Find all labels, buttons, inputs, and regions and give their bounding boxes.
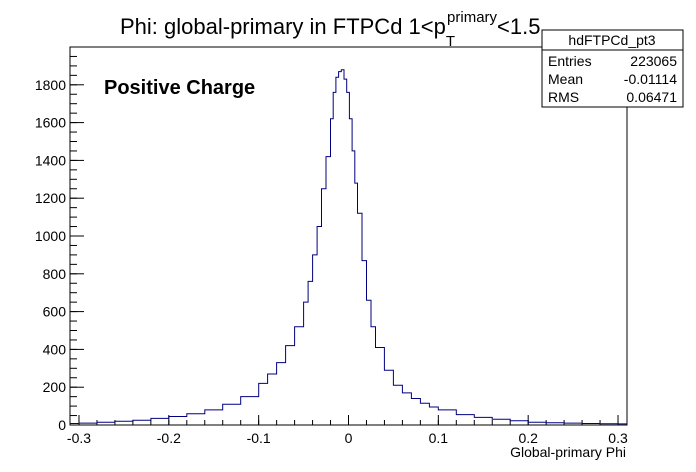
- stats-rms-label: RMS: [548, 89, 579, 105]
- y-tick-label: 1000: [35, 228, 66, 244]
- y-tick-label: 1600: [35, 115, 66, 131]
- y-tick-label: 800: [43, 266, 67, 282]
- positive-charge-annotation: Positive Charge: [104, 77, 255, 99]
- title-subscript: T: [446, 33, 455, 50]
- x-tick-label: 0.3: [608, 430, 628, 446]
- y-tick-label: 400: [43, 341, 67, 357]
- y-axis: 0 200 400 600 800 1000 1200 1400 1600 1800: [35, 46, 84, 433]
- x-tick-label: 0.2: [518, 430, 538, 446]
- x-axis: -0.3 -0.2 -0.1 0 0.1 0.2 0.3: [67, 415, 628, 446]
- stats-entries-value: 223065: [630, 53, 677, 69]
- stats-mean-label: Mean: [548, 71, 583, 87]
- y-tick-label: 1800: [35, 77, 66, 93]
- y-tick-label: 600: [43, 304, 67, 320]
- stats-mean-value: -0.01114: [624, 71, 677, 87]
- y-tick-label: 1400: [35, 152, 66, 168]
- title-superscript: primary: [447, 9, 498, 26]
- x-tick-label: 0.1: [429, 430, 449, 446]
- histogram-line: [70, 69, 628, 425]
- plot-frame: [69, 46, 628, 426]
- x-tick-label: -0.1: [247, 430, 271, 446]
- x-tick-label: -0.2: [157, 430, 181, 446]
- y-tick-label: 1200: [35, 190, 66, 206]
- chart-title: Phi: global-primary in FTPCd 1<pTprimary…: [120, 9, 540, 50]
- x-tick-label: -0.3: [67, 430, 91, 446]
- stats-rms-value: 0.06471: [626, 89, 677, 105]
- y-tick-label: 0: [58, 417, 66, 433]
- y-tick-label: 200: [43, 379, 67, 395]
- title-tail: <1.5: [497, 14, 540, 39]
- x-axis-title: Global-primary Phi: [510, 444, 626, 460]
- stats-entries-label: Entries: [548, 53, 592, 69]
- stats-box-frame: [541, 29, 684, 108]
- stats-box-name: hdFTPCd_pt3: [568, 32, 655, 48]
- title-main: Phi: global-primary in FTPCd 1<p: [120, 14, 446, 39]
- x-tick-label: 0: [345, 430, 353, 446]
- stats-box: hdFTPCd_pt3 Entries 223065 Mean -0.01114…: [541, 29, 684, 108]
